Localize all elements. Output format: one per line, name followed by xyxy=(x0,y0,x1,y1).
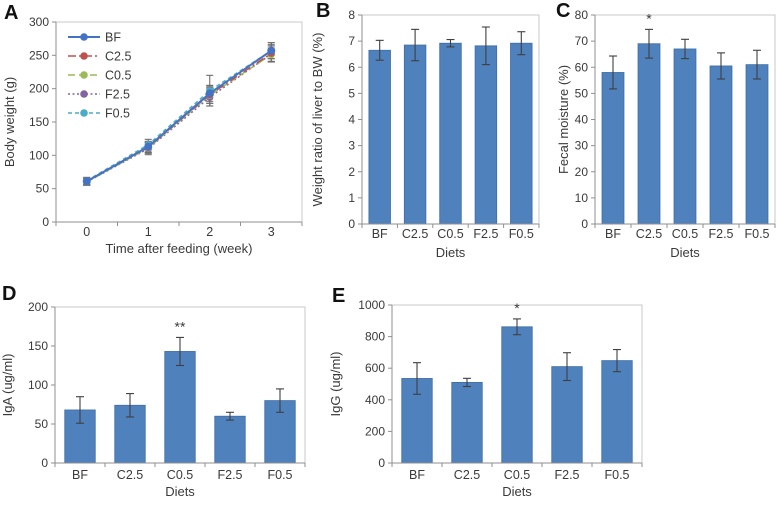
svg-text:0: 0 xyxy=(348,217,355,231)
svg-text:F0.5: F0.5 xyxy=(744,227,769,241)
svg-text:7: 7 xyxy=(348,34,355,48)
svg-text:100: 100 xyxy=(28,378,48,392)
svg-text:C2.5: C2.5 xyxy=(117,468,143,482)
svg-text:**: ** xyxy=(175,318,186,334)
svg-text:BF: BF xyxy=(72,468,88,482)
svg-text:*: * xyxy=(646,10,652,26)
svg-text:200: 200 xyxy=(365,424,385,438)
svg-text:200: 200 xyxy=(28,300,48,314)
svg-text:1: 1 xyxy=(145,225,152,239)
liver-ratio-bar-chart: 0 1 2 3 4 5 6 7 8 BF C2.5 C0.5 F2.5 F0.5 Diets Weight r… xyxy=(310,8,540,260)
svg-text:Fecal moisture (%): Fecal moisture (%) xyxy=(556,65,571,174)
svg-text:80: 80 xyxy=(575,8,589,22)
svg-text:Diets: Diets xyxy=(165,484,195,499)
igg-bar-chart: 0 200 400 600 800 1000 BF C2.5 C0.5 F2.5 F0.5 * Diet… xyxy=(330,298,643,499)
panel-d-iga: D 0 50 100 150 200 BF C2.5 C0.5 F2.5 F0.5 ** Diets I… xyxy=(0,272,330,508)
svg-text:8: 8 xyxy=(348,8,355,22)
svg-text:F0.5: F0.5 xyxy=(267,468,292,482)
svg-text:50: 50 xyxy=(575,86,589,100)
svg-text:0: 0 xyxy=(83,225,90,239)
svg-text:C0.5: C0.5 xyxy=(105,69,131,83)
svg-text:C2.5: C2.5 xyxy=(454,468,480,482)
svg-text:1: 1 xyxy=(348,191,355,205)
svg-text:50: 50 xyxy=(36,182,50,196)
panel-b-liver-ratio: B 0 1 2 3 4 5 6 7 8 BF C2.5 C0.5 F2.5 F0.5 Diets Weight… xyxy=(308,0,548,272)
svg-text:F2.5: F2.5 xyxy=(105,88,130,102)
svg-text:20: 20 xyxy=(575,165,589,179)
svg-text:40: 40 xyxy=(575,113,589,127)
svg-text:300: 300 xyxy=(29,15,49,29)
svg-text:30: 30 xyxy=(575,139,589,153)
svg-text:C0.5: C0.5 xyxy=(504,468,530,482)
svg-text:C0.5: C0.5 xyxy=(437,227,463,241)
svg-text:0: 0 xyxy=(378,456,385,470)
panel-label-b: B xyxy=(316,0,331,22)
svg-text:200: 200 xyxy=(29,82,49,96)
svg-text:3: 3 xyxy=(268,225,275,239)
svg-text:600: 600 xyxy=(365,361,385,375)
svg-text:800: 800 xyxy=(365,330,385,344)
panel-label-a: A xyxy=(4,2,19,24)
svg-text:0: 0 xyxy=(41,456,48,470)
svg-text:IgA (ug/ml): IgA (ug/ml) xyxy=(0,354,15,417)
svg-text:C2.5: C2.5 xyxy=(105,50,131,64)
svg-text:F0.5: F0.5 xyxy=(604,468,629,482)
svg-text:Body weight (g): Body weight (g) xyxy=(2,77,17,167)
svg-text:Time after feeding (week): Time after feeding (week) xyxy=(106,241,253,256)
svg-text:1000: 1000 xyxy=(358,298,385,312)
panel-a-body-weight: A 0 50 100 150 200 250 300 0 1 2 3 BF C2.5 C0.5 F2.5 F0… xyxy=(0,0,308,272)
svg-text:BF: BF xyxy=(372,227,388,241)
svg-text:*: * xyxy=(514,300,520,316)
svg-text:10: 10 xyxy=(575,191,589,205)
iga-bar-chart: 0 50 100 150 200 BF C2.5 C0.5 F2.5 F0.5 ** Diets IgA… xyxy=(0,300,306,499)
svg-text:F0.5: F0.5 xyxy=(509,227,534,241)
panel-c-fecal-moisture: C 0 10 20 30 40 50 60 70 80 BF C2.5 C0.5 F2.5 F0.5 * Di… xyxy=(548,0,778,272)
svg-text:6: 6 xyxy=(348,60,355,74)
svg-text:3: 3 xyxy=(348,139,355,153)
svg-text:150: 150 xyxy=(28,339,48,353)
svg-text:400: 400 xyxy=(365,393,385,407)
svg-text:150: 150 xyxy=(29,115,49,129)
svg-text:F2.5: F2.5 xyxy=(554,468,579,482)
svg-text:50: 50 xyxy=(35,417,49,431)
svg-text:IgG (ug/ml): IgG (ug/ml) xyxy=(330,351,343,416)
svg-text:70: 70 xyxy=(575,34,589,48)
svg-text:2: 2 xyxy=(206,225,213,239)
panel-label-d: D xyxy=(2,283,17,305)
svg-text:5: 5 xyxy=(348,86,355,100)
svg-text:C0.5: C0.5 xyxy=(167,468,193,482)
svg-text:F2.5: F2.5 xyxy=(708,227,733,241)
svg-text:BF: BF xyxy=(605,227,621,241)
svg-text:F0.5: F0.5 xyxy=(105,107,130,121)
svg-text:Diets: Diets xyxy=(436,245,466,260)
panel-label-c: C xyxy=(556,0,571,22)
svg-text:Diets: Diets xyxy=(502,484,532,499)
svg-text:2: 2 xyxy=(348,165,355,179)
svg-text:250: 250 xyxy=(29,48,49,62)
body-weight-line-chart: 0 50 100 150 200 250 300 0 1 2 3 BF C2.5 C0.5 F2.5 F0.5… xyxy=(2,15,303,256)
svg-text:0: 0 xyxy=(42,215,49,229)
svg-text:100: 100 xyxy=(29,148,49,162)
svg-text:60: 60 xyxy=(575,60,589,74)
svg-text:C2.5: C2.5 xyxy=(636,227,662,241)
svg-text:4: 4 xyxy=(348,113,355,127)
fecal-moisture-bar-chart: 0 10 20 30 40 50 60 70 80 BF C2.5 C0.5 F2.5 F0.5 * Diet… xyxy=(556,8,776,260)
svg-text:C0.5: C0.5 xyxy=(672,227,698,241)
svg-text:F2.5: F2.5 xyxy=(473,227,498,241)
svg-text:BF: BF xyxy=(409,468,425,482)
svg-text:0: 0 xyxy=(581,217,588,231)
panel-e-igg: E 0 200 400 600 800 1000 BF C2.5 C0.5 F2.5 F0.5 * Di… xyxy=(330,272,778,508)
svg-text:Weight ratio of liver to BW (%: Weight ratio of liver to BW (%) xyxy=(310,33,325,207)
svg-text:Diets: Diets xyxy=(670,245,700,260)
svg-text:BF: BF xyxy=(105,31,121,45)
panel-label-e: E xyxy=(332,285,346,307)
svg-text:F2.5: F2.5 xyxy=(217,468,242,482)
svg-text:C2.5: C2.5 xyxy=(402,227,428,241)
